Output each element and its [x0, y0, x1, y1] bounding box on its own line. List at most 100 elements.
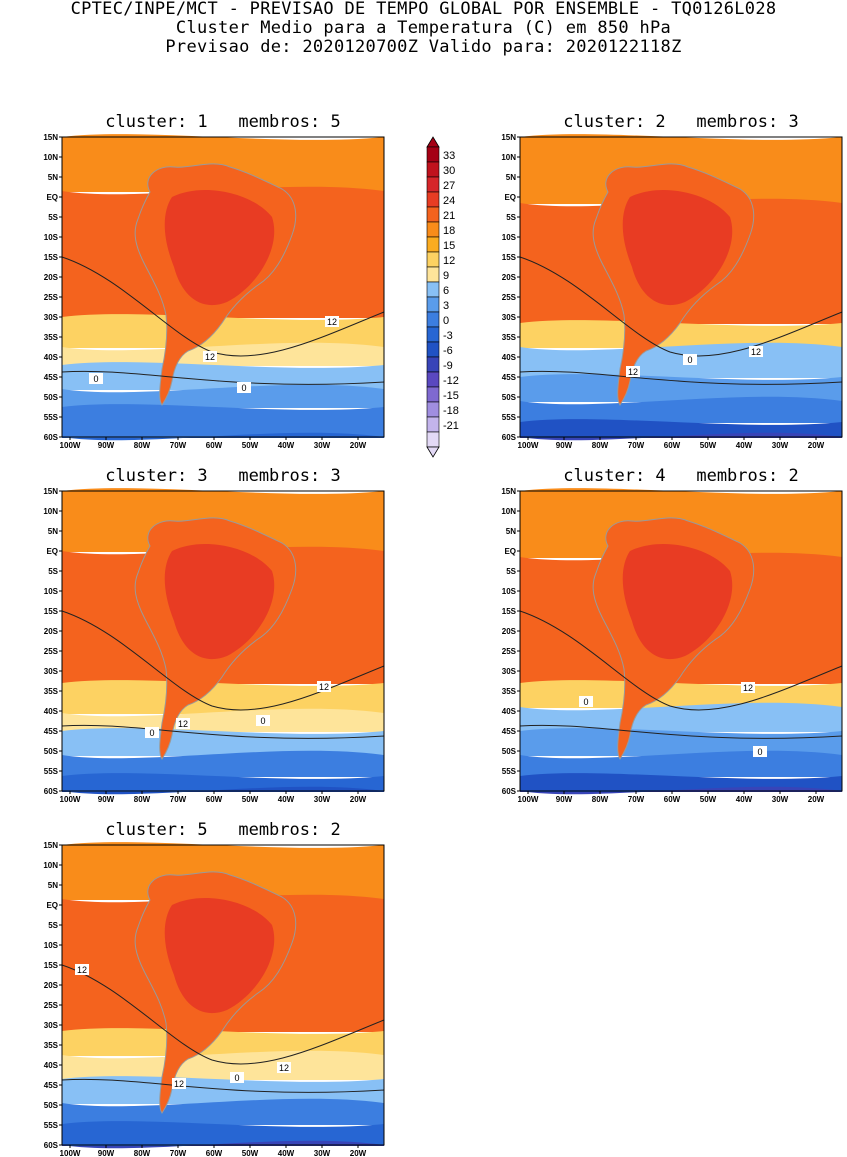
- contour-label: 12: [77, 965, 87, 975]
- lat-tick-label: 45S: [44, 727, 59, 736]
- lat-tick-label: 20S: [44, 981, 59, 990]
- lon-tick-label: 40W: [736, 441, 753, 450]
- lon-tick-label: 50W: [242, 1149, 259, 1157]
- lat-tick-label: 55S: [44, 1121, 59, 1130]
- header-line-1: CPTEC/INPE/MCT - PREVISAO DE TEMPO GLOBA…: [70, 0, 777, 19]
- contour-label-box: [237, 382, 251, 393]
- lat-tick-label: 5N: [48, 527, 58, 536]
- lon-tick-label: 80W: [592, 441, 609, 450]
- temperature-band: [62, 1076, 384, 1104]
- lat-tick-label: 30S: [44, 313, 59, 322]
- contour-label-box: [75, 964, 89, 975]
- lat-tick-label: 40S: [502, 707, 517, 716]
- lat-tick-label: 60S: [44, 1141, 59, 1150]
- contour-label-box: [176, 718, 190, 729]
- colorbar-label: -15: [443, 390, 459, 402]
- temperature-band: [62, 134, 384, 192]
- lon-tick-label: 90W: [98, 1149, 115, 1157]
- lon-tick-label: 30W: [314, 795, 331, 804]
- lat-tick-label: 30S: [44, 667, 59, 676]
- lat-tick-label: 55S: [44, 413, 59, 422]
- lon-tick-label: 90W: [98, 441, 115, 450]
- temperature-band: [62, 1121, 384, 1146]
- lat-tick-label: 10N: [501, 507, 516, 516]
- lat-tick-label: 50S: [502, 747, 517, 756]
- lon-tick-label: 40W: [278, 1149, 295, 1157]
- lat-tick-label: 5S: [48, 921, 58, 930]
- colorbar-label: -6: [443, 345, 453, 357]
- temperature-band: [62, 404, 384, 438]
- colorbar-arrow-bottom: [426, 446, 440, 458]
- lon-tick-label: 30W: [772, 441, 789, 450]
- colorbar-segment: [426, 281, 440, 298]
- contour-0: [61, 1078, 385, 1093]
- lat-tick-label: 35S: [44, 333, 59, 342]
- contour-label-box: [741, 682, 755, 693]
- lon-tick-label: 90W: [98, 795, 115, 804]
- colorbar-label: 27: [443, 180, 455, 192]
- lat-tick-label: 40S: [44, 1061, 59, 1070]
- contour-label-box: [317, 681, 331, 692]
- lat-tick-label: 5N: [506, 173, 516, 182]
- contour-label-box: [230, 1072, 244, 1083]
- temperature-band: [62, 384, 384, 408]
- lat-tick-label: 45S: [44, 1081, 59, 1090]
- lat-tick-label: 15S: [44, 253, 59, 262]
- lat-tick-label: 10N: [43, 507, 58, 516]
- lat-tick-label: 5N: [506, 527, 516, 536]
- lat-tick-label: 60S: [502, 433, 517, 442]
- contour-label-box: [325, 316, 339, 327]
- lon-tick-label: 90W: [556, 441, 573, 450]
- colorbar-label: 21: [443, 210, 455, 222]
- panel-title-2: cluster: 2 membros: 3: [563, 112, 799, 132]
- temperature-band: [62, 750, 384, 777]
- lon-tick-label: 100W: [60, 441, 81, 450]
- lat-tick-label: 10S: [44, 233, 59, 242]
- colorbar-segment: [426, 176, 440, 193]
- lat-tick-label: 15N: [43, 133, 58, 142]
- lat-tick-label: 60S: [44, 433, 59, 442]
- contour-label: 0: [241, 383, 246, 393]
- temperature-band: [62, 1050, 384, 1080]
- colorbar-label: -18: [443, 405, 459, 417]
- header-line-3: Previsao de: 2020120700Z Valido para: 20…: [165, 37, 682, 57]
- lat-tick-label: 25S: [502, 293, 517, 302]
- colorbar-label: 15: [443, 240, 455, 252]
- lat-tick-label: 50S: [44, 1101, 59, 1110]
- lat-tick-label: 10N: [501, 153, 516, 162]
- contour-label: 12: [327, 317, 337, 327]
- contour-12: [519, 256, 843, 357]
- lat-tick-label: 50S: [44, 393, 59, 402]
- lon-tick-label: 100W: [518, 441, 539, 450]
- lat-tick-label: 40S: [44, 707, 59, 716]
- contour-label: 12: [743, 683, 753, 693]
- lat-tick-label: 45S: [502, 727, 517, 736]
- map-frame: [519, 136, 843, 438]
- colorbar-arrow-top: [426, 136, 440, 148]
- land-hot-core: [164, 897, 275, 1014]
- coastline: [134, 871, 297, 1114]
- colorbar-label: 9: [443, 270, 449, 282]
- lat-tick-label: 15N: [43, 841, 58, 850]
- lon-tick-label: 80W: [134, 1149, 151, 1157]
- contour-label-box: [277, 1062, 291, 1073]
- lon-tick-label: 50W: [700, 441, 717, 450]
- contour-label-box: [145, 727, 159, 738]
- lat-tick-label: 5N: [48, 173, 58, 182]
- lat-tick-label: 35S: [502, 333, 517, 342]
- temperature-band: [520, 320, 842, 348]
- temperature-band: [520, 702, 842, 732]
- temperature-band: [62, 362, 384, 390]
- land-hot-core: [622, 189, 733, 306]
- contour-label-box: [626, 366, 640, 377]
- map-frame: [61, 844, 385, 1146]
- lat-tick-label: 20S: [44, 273, 59, 282]
- lat-tick-label: 20S: [502, 273, 517, 282]
- map-frame: [61, 490, 385, 792]
- colorbar-label: 18: [443, 225, 455, 237]
- contour-label: 12: [174, 1079, 184, 1089]
